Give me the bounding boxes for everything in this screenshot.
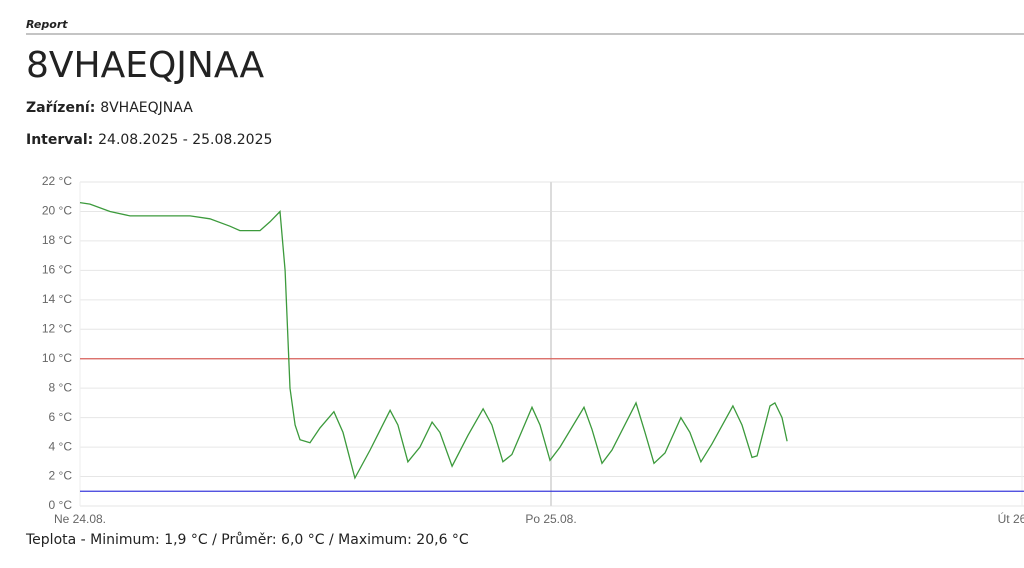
y-tick-label: 0 °C xyxy=(49,498,73,512)
y-tick-label: 8 °C xyxy=(49,380,73,394)
y-tick-label: 2 °C xyxy=(49,469,73,483)
y-tick-label: 10 °C xyxy=(42,351,72,365)
y-tick-label: 16 °C xyxy=(42,263,72,277)
device-label: Zařízení: 8VHAEQJNAA xyxy=(26,100,193,116)
x-tick-label: Út 26.08. xyxy=(998,511,1024,526)
device-key: Zařízení: xyxy=(26,100,95,116)
y-tick-label: 14 °C xyxy=(42,292,72,306)
interval-label: Interval: 24.08.2025 - 25.08.2025 xyxy=(26,132,272,148)
y-tick-label: 18 °C xyxy=(42,233,72,247)
interval-value: 24.08.2025 - 25.08.2025 xyxy=(98,132,272,148)
y-tick-label: 22 °C xyxy=(42,174,72,188)
x-tick-label: Ne 24.08. xyxy=(54,512,106,526)
y-tick-label: 12 °C xyxy=(42,321,72,335)
y-tick-label: 4 °C xyxy=(49,439,73,453)
x-tick-label: Po 25.08. xyxy=(525,512,576,526)
device-value: 8VHAEQJNAA xyxy=(100,100,193,116)
summary: Teplota - Minimum: 1,9 °C / Průměr: 6,0 … xyxy=(25,532,469,548)
temperature-line xyxy=(79,201,788,480)
report-label: Report xyxy=(26,18,68,31)
y-tick-label: 6 °C xyxy=(49,410,73,424)
page-title: 8VHAEQJNAA xyxy=(26,45,264,86)
y-tick-label: 20 °C xyxy=(42,204,72,218)
interval-key: Interval: xyxy=(26,132,93,148)
